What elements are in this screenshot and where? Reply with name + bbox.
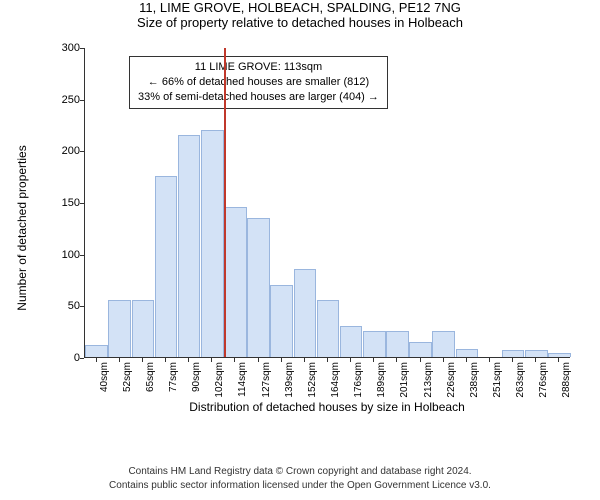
x-tick-label: 102sqm	[214, 362, 225, 398]
x-tick-label: 226sqm	[446, 362, 457, 398]
y-tick-label: 100	[52, 249, 80, 261]
property-marker-line	[224, 48, 226, 357]
x-tick-label: 52sqm	[122, 362, 133, 392]
x-tick-label: 288sqm	[561, 362, 572, 398]
x-tick-label: 77sqm	[168, 362, 179, 392]
x-tick-mark	[535, 358, 536, 362]
histogram-chart: Number of detached properties 0501001502…	[50, 48, 570, 408]
x-tick-label: 40sqm	[99, 362, 110, 392]
annotation-line: 33% of semi-detached houses are larger (…	[138, 90, 379, 105]
x-tick-label: 127sqm	[261, 362, 272, 398]
x-tick-mark	[281, 358, 282, 362]
histogram-bar	[386, 331, 409, 357]
x-axis-label: Distribution of detached houses by size …	[84, 400, 570, 414]
caption: Contains HM Land Registry data © Crown c…	[0, 465, 600, 492]
caption-line-1: Contains HM Land Registry data © Crown c…	[0, 465, 600, 479]
x-tick-mark	[489, 358, 490, 362]
x-tick-label: 263sqm	[515, 362, 526, 398]
x-tick-mark	[327, 358, 328, 362]
x-tick-label: 213sqm	[423, 362, 434, 398]
histogram-bar	[317, 300, 340, 357]
x-tick-mark	[142, 358, 143, 362]
y-tick-label: 50	[52, 300, 80, 312]
histogram-bar	[502, 350, 525, 357]
x-tick-label: 238sqm	[469, 362, 480, 398]
x-tick-label: 201sqm	[399, 362, 410, 398]
x-tick-label: 90sqm	[191, 362, 202, 392]
histogram-bar	[201, 130, 224, 357]
histogram-bar	[270, 285, 293, 357]
y-axis-label: Number of detached properties	[15, 145, 29, 310]
x-tick-mark	[350, 358, 351, 362]
x-tick-mark	[234, 358, 235, 362]
histogram-bar	[132, 300, 155, 357]
x-tick-mark	[443, 358, 444, 362]
histogram-bar	[294, 269, 317, 357]
y-axis: 050100150200250300	[50, 48, 80, 358]
y-tick-label: 200	[52, 145, 80, 157]
x-tick-label: 164sqm	[330, 362, 341, 398]
x-tick-mark	[466, 358, 467, 362]
x-axis: Distribution of detached houses by size …	[84, 358, 570, 408]
page-title: 11, LIME GROVE, HOLBEACH, SPALDING, PE12…	[0, 0, 600, 15]
x-tick-mark	[258, 358, 259, 362]
histogram-bar	[85, 345, 108, 357]
y-tick-label: 300	[52, 42, 80, 54]
histogram-bar	[409, 342, 432, 358]
x-tick-mark	[304, 358, 305, 362]
annotation-line: ← 66% of detached houses are smaller (81…	[138, 75, 379, 90]
plot-area: 11 LIME GROVE: 113sqm← 66% of detached h…	[84, 48, 570, 358]
x-tick-label: 139sqm	[284, 362, 295, 398]
x-tick-mark	[165, 358, 166, 362]
histogram-bar	[548, 353, 571, 357]
x-tick-label: 152sqm	[307, 362, 318, 398]
x-tick-mark	[188, 358, 189, 362]
histogram-bar	[247, 218, 270, 358]
annotation-box: 11 LIME GROVE: 113sqm← 66% of detached h…	[129, 56, 388, 109]
x-tick-mark	[558, 358, 559, 362]
y-tick-label: 250	[52, 94, 80, 106]
x-tick-mark	[211, 358, 212, 362]
x-tick-mark	[373, 358, 374, 362]
histogram-bar	[456, 349, 479, 357]
caption-line-2: Contains public sector information licen…	[0, 479, 600, 493]
x-tick-label: 276sqm	[538, 362, 549, 398]
x-tick-mark	[420, 358, 421, 362]
page-subtitle: Size of property relative to detached ho…	[0, 15, 600, 30]
histogram-bar	[363, 331, 386, 357]
x-tick-mark	[96, 358, 97, 362]
x-tick-label: 114sqm	[237, 362, 248, 397]
x-tick-mark	[119, 358, 120, 362]
x-tick-label: 65sqm	[145, 362, 156, 392]
histogram-bar	[432, 331, 455, 357]
histogram-bar	[340, 326, 363, 357]
histogram-bar	[155, 176, 178, 357]
x-tick-mark	[396, 358, 397, 362]
y-tick-label: 0	[52, 352, 80, 364]
x-tick-label: 176sqm	[353, 362, 364, 398]
histogram-bar	[178, 135, 201, 357]
histogram-bar	[525, 350, 548, 357]
x-tick-mark	[512, 358, 513, 362]
histogram-bar	[224, 207, 247, 357]
y-tick-label: 150	[52, 197, 80, 209]
histogram-bar	[108, 300, 131, 357]
x-tick-label: 251sqm	[492, 362, 503, 398]
annotation-line: 11 LIME GROVE: 113sqm	[138, 60, 379, 75]
x-tick-label: 189sqm	[376, 362, 387, 398]
